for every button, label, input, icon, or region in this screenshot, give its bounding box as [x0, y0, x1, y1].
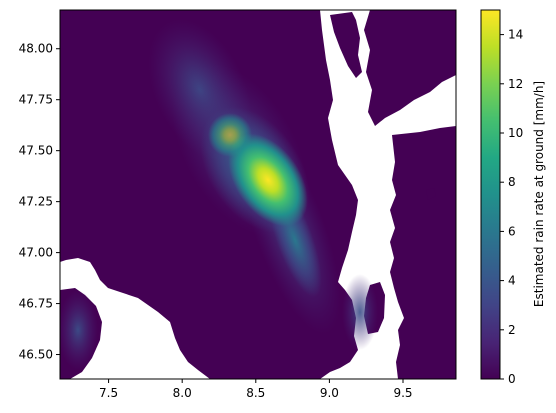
data-coverage-region-upper-right [330, 12, 362, 78]
y-tick-label: 47.00 [19, 246, 53, 260]
data-coverage-region-top-right [364, 10, 456, 126]
y-axis: 46.50 46.75 47.00 47.25 47.50 47.75 48.00 [19, 42, 60, 362]
colorbar-axis: 0 2 4 6 8 10 12 14 [500, 28, 523, 386]
y-tick-label: 48.00 [19, 42, 53, 56]
colorbar-tick-label: 12 [508, 77, 523, 91]
x-axis: 7.5 8.0 8.5 9.0 9.5 [99, 379, 413, 400]
colorbar-tick-label: 4 [508, 274, 516, 288]
colorbar [480, 9, 501, 380]
colorbar-tick-label: 10 [508, 126, 523, 140]
colorbar-tick-label: 8 [508, 175, 516, 189]
x-tick-label: 9.0 [320, 386, 339, 400]
x-tick-label: 8.0 [173, 386, 192, 400]
y-tick-label: 47.25 [19, 195, 53, 209]
colorbar-tick-label: 14 [508, 28, 523, 42]
y-tick-label: 46.75 [19, 297, 53, 311]
plot-frame [59, 9, 457, 380]
colorbar-label: Estimated rain rate at ground [mm/h] [532, 81, 546, 307]
colorbar-tick-label: 0 [508, 372, 516, 386]
rain-band [60, 19, 378, 370]
colorbar-tick-label: 2 [508, 323, 516, 337]
y-tick-label: 47.50 [19, 144, 53, 158]
x-tick-label: 7.5 [99, 386, 118, 400]
x-tick-label: 9.5 [393, 386, 412, 400]
colorbar-tick-label: 6 [508, 224, 516, 238]
y-tick-label: 46.50 [19, 348, 53, 362]
rain-field [60, 10, 456, 379]
data-coverage-region-right [390, 126, 456, 379]
x-tick-label: 8.5 [246, 386, 265, 400]
y-tick-label: 47.75 [19, 93, 53, 107]
data-coverage-region-dot [426, 188, 436, 200]
